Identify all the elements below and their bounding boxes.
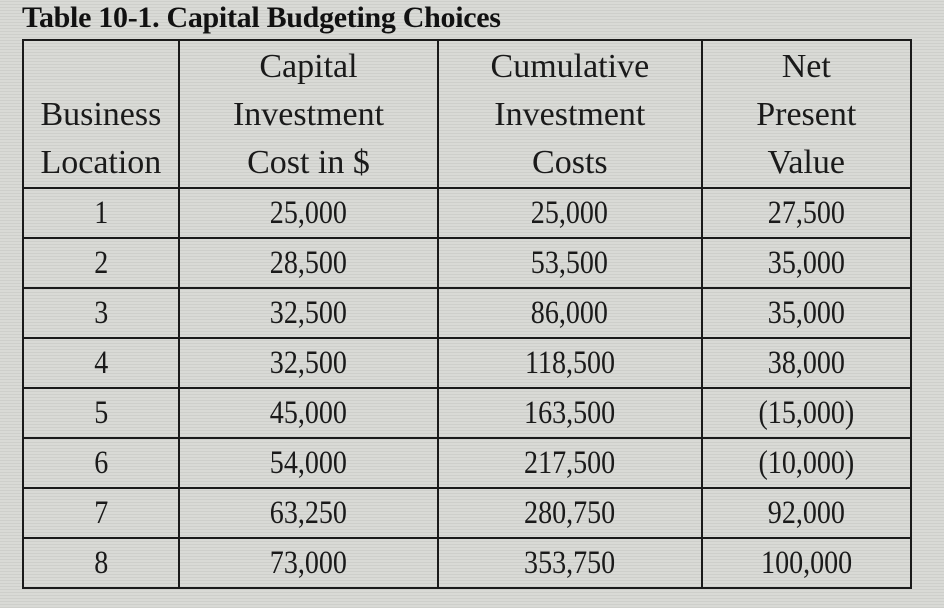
cell-npv: 38,000 [700, 337, 913, 389]
cell-cumulative-cost: 163,500 [437, 387, 703, 439]
cell-location: 5 [22, 387, 180, 439]
cell-cumulative-cost: 25,000 [437, 187, 703, 239]
cell-capital-cost: 28,500 [177, 237, 440, 289]
cell-npv: 27,500 [700, 187, 913, 239]
header-line: Cost in $ [247, 144, 370, 181]
header-line: Location [40, 144, 162, 181]
cell-location: 3 [22, 287, 180, 339]
table-title: Table 10-1. Capital Budgeting Choices [22, 1, 501, 34]
cell-location: 8 [22, 537, 180, 589]
table-row: 7 63,250 280,750 92,000 [22, 487, 913, 539]
cell-cumulative-cost: 53,500 [437, 237, 703, 289]
cell-capital-cost: 54,000 [177, 437, 440, 489]
table-row: 2 28,500 53,500 35,000 [22, 237, 913, 289]
cell-capital-cost: 32,500 [177, 287, 440, 339]
table-row: 3 32,500 86,000 35,000 [22, 287, 913, 339]
header-line: Net [781, 48, 831, 85]
cell-capital-cost: 63,250 [177, 487, 440, 539]
header-net-present-value: Net Present Value [700, 39, 913, 189]
cell-cumulative-cost: 217,500 [437, 437, 703, 489]
cell-npv: (10,000) [700, 437, 913, 489]
cell-capital-cost: 73,000 [177, 537, 440, 589]
cell-cumulative-cost: 118,500 [437, 337, 703, 389]
cell-capital-cost: 45,000 [177, 387, 440, 439]
header-line: Investment [232, 96, 385, 133]
header-line: Capital [259, 48, 358, 85]
cell-capital-cost: 32,500 [177, 337, 440, 389]
cell-location: 7 [22, 487, 180, 539]
table-row: 6 54,000 217,500 (10,000) [22, 437, 913, 489]
header-line: Costs [532, 144, 608, 181]
header-business-location: Business Location [22, 39, 180, 189]
table-row: 4 32,500 118,500 38,000 [22, 337, 913, 389]
header-capital-investment-cost: Capital Investment Cost in $ [177, 39, 440, 189]
cell-npv: 100,000 [700, 537, 913, 589]
header-line: Present [756, 96, 857, 133]
table-row: 1 25,000 25,000 27,500 [22, 187, 913, 239]
cell-npv: (15,000) [700, 387, 913, 439]
header-line: Value [767, 144, 845, 181]
cell-location: 6 [22, 437, 180, 489]
table-row: 8 73,000 353,750 100,000 [22, 537, 913, 589]
header-line: Business [40, 96, 162, 133]
cell-cumulative-cost: 86,000 [437, 287, 703, 339]
cell-capital-cost: 25,000 [177, 187, 440, 239]
capital-budgeting-table: Business Location Capital Investment Cos… [22, 39, 913, 589]
table-row: 5 45,000 163,500 (15,000) [22, 387, 913, 439]
cell-location: 1 [22, 187, 180, 239]
cell-cumulative-cost: 280,750 [437, 487, 703, 539]
cell-npv: 92,000 [700, 487, 913, 539]
header-line: Investment [494, 96, 646, 133]
header-cumulative-investment-costs: Cumulative Investment Costs [437, 39, 703, 189]
cell-npv: 35,000 [700, 287, 913, 339]
header-line [24, 43, 178, 91]
header-row: Business Location Capital Investment Cos… [22, 39, 913, 189]
cell-location: 4 [22, 337, 180, 389]
cell-cumulative-cost: 353,750 [437, 537, 703, 589]
cell-npv: 35,000 [700, 237, 913, 289]
header-line: Cumulative [490, 48, 650, 85]
cell-location: 2 [22, 237, 180, 289]
